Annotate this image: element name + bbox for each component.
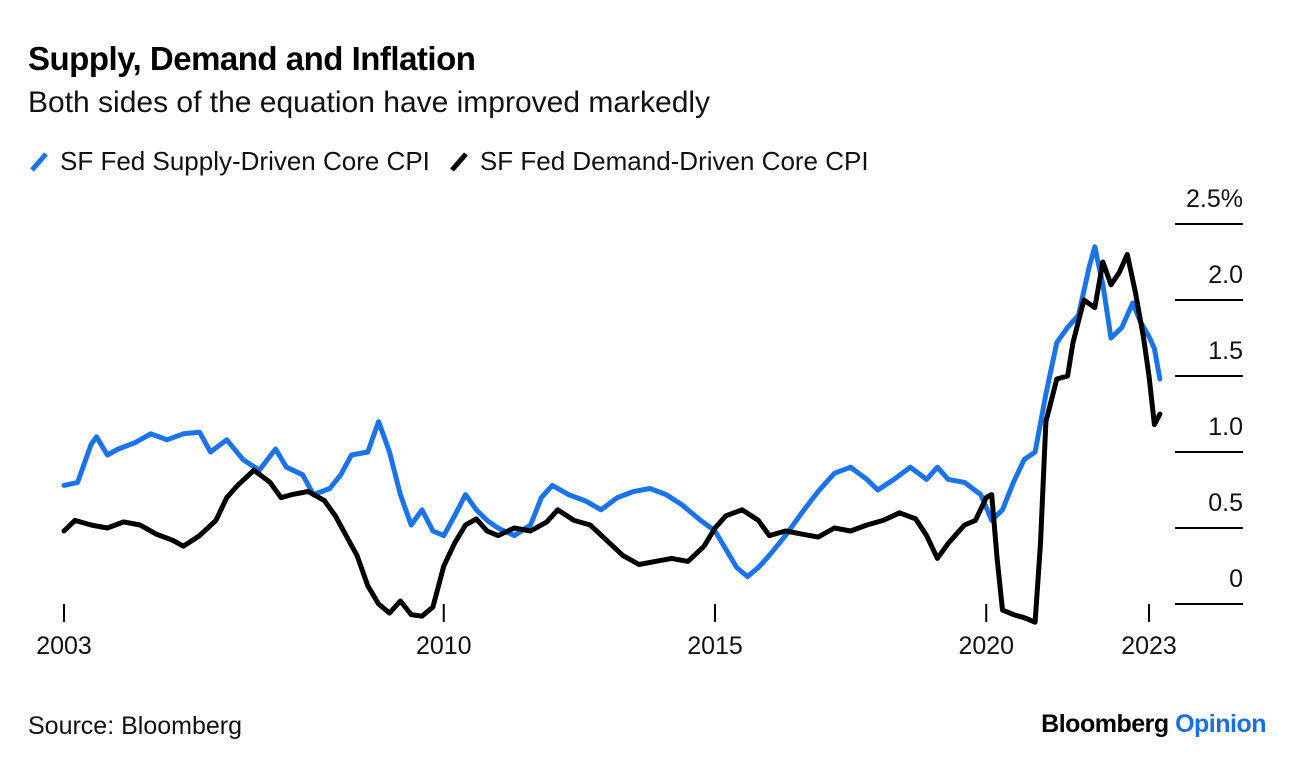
brand-secondary: Opinion (1175, 710, 1266, 738)
legend-label-supply: SF Fed Supply-Driven Core CPI (60, 146, 430, 176)
series-group (61, 244, 1163, 625)
source-note: Source: Bloomberg (28, 712, 243, 740)
x-tick-label-0: 2003 (36, 632, 92, 660)
y-tick-label-3: 1.5 (1208, 337, 1243, 365)
legend-item-supply: SF Fed Supply-Driven Core CPI (28, 146, 430, 177)
x-tick-label-2: 2015 (687, 632, 743, 660)
x-tick-label-3: 2020 (958, 632, 1014, 660)
x-axis: 2003 2010 2015 2020 2023 (36, 604, 1177, 660)
legend-swatch-supply (30, 151, 48, 172)
x-tick-label-4: 2023 (1121, 632, 1177, 660)
legend-item-demand: SF Fed Demand-Driven Core CPI (448, 146, 869, 177)
series-line-demand (61, 251, 1163, 625)
x-tick-label-1: 2010 (416, 632, 472, 660)
y-axis: 0 0.5 1.0 1.5 2.0 2.5% (1175, 185, 1243, 605)
y-tick-label-0: 0 (1229, 565, 1243, 593)
legend-swatch-demand (450, 151, 468, 172)
legend-label-demand: SF Fed Demand-Driven Core CPI (479, 146, 869, 176)
chart-subtitle: Both sides of the equation have improved… (28, 86, 711, 119)
y-tick-label-1: 0.5 (1208, 489, 1243, 517)
chart-title: Supply, Demand and Inflation (28, 40, 476, 77)
brand-primary: Bloomberg (1041, 710, 1169, 738)
brand-logo: Bloomberg Opinion (1041, 710, 1266, 739)
legend: SF Fed Supply-Driven Core CPI SF Fed Dem… (28, 146, 887, 177)
series-line-supply (61, 244, 1163, 580)
y-tick-label-4: 2.0 (1208, 261, 1243, 289)
y-tick-label-5: 2.5% (1186, 185, 1243, 213)
y-tick-label-2: 1.0 (1208, 413, 1243, 441)
